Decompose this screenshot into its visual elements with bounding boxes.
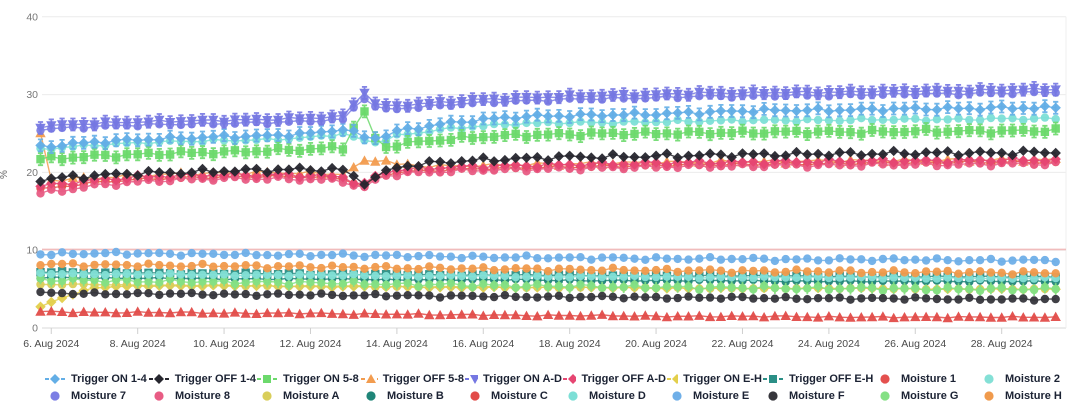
legend-item-moisture-2[interactable]: Moisture 2 — [978, 373, 1070, 385]
legend-item-moisture-c[interactable]: Moisture C — [464, 390, 562, 402]
legend-label-moisture-f: Moisture F — [789, 390, 845, 402]
series-markers-trigger-on-5-8 — [36, 107, 1060, 164]
legend-label-moisture-7: Moisture 7 — [71, 390, 127, 402]
legend-item-moisture-e[interactable]: Moisture E — [666, 390, 762, 402]
legend-label-moisture-1: Moisture 1 — [901, 373, 957, 385]
square-legend-icon — [257, 375, 277, 383]
series-markers-moisture-c — [35, 306, 1061, 323]
legend-item-trigger-off-1-4[interactable]: Trigger OFF 1-4 — [148, 373, 256, 385]
y-tick-label-30: 30 — [26, 89, 38, 101]
chart-legend: Trigger ON 1-4 Trigger OFF 1-4 Trigger ON … — [44, 371, 1070, 404]
legend-item-moisture-8[interactable]: Moisture 8 — [148, 390, 256, 402]
legend-item-moisture-f[interactable]: Moisture F — [762, 390, 874, 402]
y-tick-label-10: 10 — [26, 245, 38, 257]
legend-item-moisture-d[interactable]: Moisture D — [562, 390, 666, 402]
circle-legend-icon — [768, 391, 778, 401]
x-tick-label: 12. Aug 2024 — [280, 338, 342, 350]
series-markers-moisture-g — [36, 274, 1060, 295]
circle-legend-icon — [984, 374, 994, 384]
legend-label-trigger-off-e-h: Trigger OFF E-H — [789, 373, 874, 385]
series-markers-trigger-on-1-4 — [35, 101, 1061, 153]
x-tick-label: 16. Aug 2024 — [452, 338, 514, 350]
circle-legend-icon — [366, 391, 376, 401]
legend-item-trigger-on-e-h[interactable]: Trigger ON E-H — [666, 373, 762, 385]
x-tick-label: 20. Aug 2024 — [625, 338, 687, 350]
y-tick-label-40: 40 — [26, 11, 38, 23]
legend-label-trigger-on-a-d: Trigger ON A-D — [482, 373, 562, 385]
y-tick-label-0: 0 — [32, 323, 38, 335]
x-tick-label: 22. Aug 2024 — [712, 338, 774, 350]
square-legend-icon — [763, 375, 783, 383]
legend-label-trigger-on-1-4: Trigger ON 1-4 — [71, 373, 147, 385]
series-markers-trigger-off-a-d — [35, 152, 1061, 192]
series-markers-moisture-f — [36, 287, 1060, 305]
y-tick-label-20: 20 — [26, 167, 38, 179]
legend-label-moisture-h: Moisture H — [1005, 390, 1062, 402]
legend-label-moisture-2: Moisture 2 — [1005, 373, 1061, 385]
series-markers-trigger-on-a-d — [35, 83, 1061, 134]
circle-legend-icon — [154, 391, 164, 401]
legend-item-moisture-g[interactable]: Moisture G — [874, 390, 978, 402]
x-tick-label: 26. Aug 2024 — [884, 338, 946, 350]
circle-legend-icon — [880, 391, 890, 401]
x-tick-label: 28. Aug 2024 — [971, 338, 1033, 350]
series-markers-trigger-off-1-4 — [35, 145, 1061, 190]
legend-item-moisture-h[interactable]: Moisture H — [978, 390, 1070, 402]
series-markers-moisture-7 — [36, 87, 1060, 135]
diamond-legend-icon — [149, 374, 169, 384]
series-markers-moisture-e — [36, 247, 1060, 267]
legend-label-moisture-c: Moisture C — [491, 390, 548, 402]
legend-item-moisture-a[interactable]: Moisture A — [256, 390, 360, 402]
legend-label-moisture-d: Moisture D — [589, 390, 646, 402]
x-tick-label: 18. Aug 2024 — [539, 338, 601, 350]
x-tick-label: 10. Aug 2024 — [193, 338, 255, 350]
legend-label-trigger-off-a-d: Trigger OFF A-D — [581, 373, 666, 385]
circle-legend-icon — [984, 391, 994, 401]
legend-item-moisture-7[interactable]: Moisture 7 — [44, 390, 148, 402]
circle-legend-icon — [470, 391, 480, 401]
triangle-up-legend-icon — [361, 374, 378, 383]
legend-item-trigger-off-e-h[interactable]: Trigger OFF E-H — [762, 373, 874, 385]
x-tick-label: 14. Aug 2024 — [366, 338, 428, 350]
legend-item-moisture-b[interactable]: Moisture B — [360, 390, 464, 402]
legend-item-trigger-on-1-4[interactable]: Trigger ON 1-4 — [44, 373, 148, 385]
legend-label-moisture-a: Moisture A — [283, 390, 340, 402]
legend-label-trigger-on-5-8: Trigger ON 5-8 — [283, 373, 359, 385]
plot-wrap: 0 10 20 30 40 6. Aug 2024 8. Aug 2024 10. Aug 2… — [0, 0, 1080, 360]
circle-legend-icon — [262, 391, 272, 401]
circle-legend-icon — [50, 391, 60, 401]
legend-label-trigger-off-5-8: Trigger OFF 5-8 — [382, 373, 464, 385]
legend-item-trigger-on-a-d[interactable]: Trigger ON A-D — [464, 373, 562, 385]
legend-label-moisture-g: Moisture G — [901, 390, 959, 402]
circle-legend-icon — [672, 391, 682, 401]
x-tick-label: 6. Aug 2024 — [23, 338, 79, 350]
series-markers-moisture-8 — [36, 157, 1060, 198]
x-tick-label: 24. Aug 2024 — [798, 338, 860, 350]
circle-legend-icon — [568, 391, 578, 401]
series-markers-moisture-h — [36, 259, 1060, 279]
legend-label-trigger-on-e-h: Trigger ON E-H — [683, 373, 762, 385]
diamond-legend-icon — [563, 374, 577, 384]
legend-label-moisture-8: Moisture 8 — [175, 390, 231, 402]
legend-item-moisture-1[interactable]: Moisture 1 — [874, 373, 978, 385]
triangle-down-legend-icon — [465, 375, 478, 384]
y-axis-title: % — [0, 170, 10, 179]
legend-item-trigger-off-5-8[interactable]: Trigger OFF 5-8 — [360, 373, 464, 385]
legend-label-moisture-b: Moisture B — [387, 390, 444, 402]
circle-legend-icon — [880, 374, 890, 384]
diamond-legend-icon — [667, 374, 679, 384]
legend-label-trigger-off-1-4: Trigger OFF 1-4 — [174, 373, 256, 385]
legend-item-trigger-off-a-d[interactable]: Trigger OFF A-D — [562, 373, 666, 385]
legend-item-trigger-on-5-8[interactable]: Trigger ON 5-8 — [256, 373, 360, 385]
legend-label-moisture-e: Moisture E — [693, 390, 750, 402]
chart-plot-area[interactable]: 0 10 20 30 40 6. Aug 2024 8. Aug 2024 10. Aug 2… — [0, 0, 1080, 360]
x-tick-label: 8. Aug 2024 — [110, 338, 166, 350]
diamond-legend-icon — [45, 374, 65, 384]
series-markers-moisture-2 — [36, 268, 1060, 284]
